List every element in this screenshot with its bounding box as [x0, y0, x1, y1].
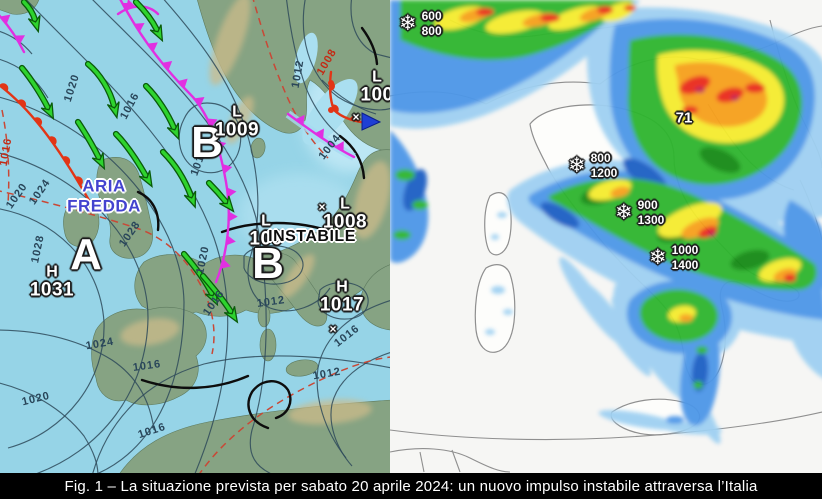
- synoptic-chart-graphic: [0, 0, 390, 473]
- cold-front-symbol: [361, 112, 382, 131]
- figure-caption: Fig. 1 – La situazione prevista per saba…: [64, 477, 758, 495]
- precipitation-map-panel: ❄ 600 800 ❄ 800 1200 ❄ 900 1300 ❄ 1000 1400 71: [390, 0, 822, 473]
- synoptic-map-panel: 1020 1016 1012 1008 1012 1004 1016 1020 1024 1028…: [0, 0, 390, 473]
- precipitation-map-graphic: [390, 0, 822, 473]
- figure-caption-bar: Fig. 1 – La situazione prevista per saba…: [0, 473, 822, 499]
